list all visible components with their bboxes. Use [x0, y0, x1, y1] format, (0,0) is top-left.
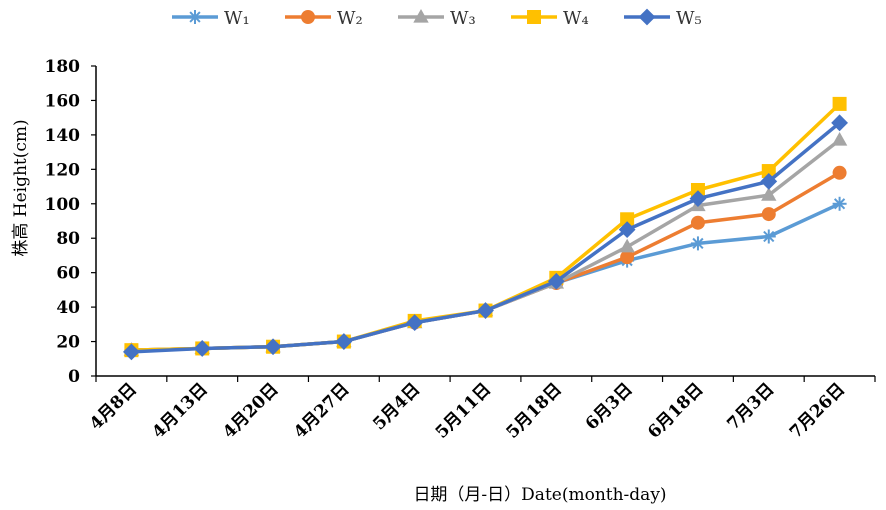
y-tick-label: 0: [68, 367, 80, 387]
data-point: [547, 272, 565, 290]
data-point: [832, 96, 847, 111]
y-tick-label: 140: [45, 126, 81, 146]
data-point: [760, 172, 778, 190]
data-point: [689, 190, 707, 208]
legend-item: W₂: [285, 8, 363, 29]
x-tick-label: 4月8日: [86, 379, 141, 434]
data-point: [690, 183, 705, 197]
x-tick-labels: 4月8日 4月13日 4月20日 4月27日 5月4日 5月11日 5月18日 6月3日 6月1…: [86, 379, 849, 442]
x-tick-label: 6月3日: [582, 379, 637, 434]
data-point: [831, 132, 848, 146]
data-point: [193, 340, 211, 357]
data-point: [761, 229, 776, 244]
data-point: [619, 238, 635, 253]
data-point: [335, 333, 353, 350]
data-point: [620, 250, 635, 265]
series-W₅: [123, 114, 848, 361]
x-tick-label: 7月26日: [786, 379, 849, 442]
data-point: [618, 221, 636, 239]
y-tick-label: 20: [56, 333, 80, 353]
data-point: [620, 212, 635, 227]
legend-label: W₄: [563, 8, 589, 29]
chart-legend: W₁ W₂ W₃ W₄ W₅: [172, 8, 702, 29]
data-point: [406, 314, 424, 332]
data-point: [761, 187, 777, 201]
y-tick-label: 180: [45, 57, 81, 77]
y-tick-label: 60: [56, 264, 80, 284]
data-point: [301, 10, 315, 24]
y-tick-label: 40: [56, 298, 80, 318]
x-tick-label: 4月13日: [148, 379, 211, 442]
y-tick-labels: 0 20 40 60 80 100 120 140 160 180: [45, 57, 81, 387]
chart-axes: [91, 65, 876, 382]
legend-label: W₅: [676, 8, 702, 29]
y-axis-label: 株高 Height(cm): [11, 119, 31, 256]
data-point: [832, 196, 847, 211]
data-point: [690, 215, 705, 230]
x-tick-label: 4月27日: [290, 379, 353, 442]
y-tick-label: 160: [45, 91, 81, 111]
data-point: [690, 236, 705, 251]
legend-label: W₃: [450, 8, 476, 29]
y-tick-label: 120: [45, 160, 81, 180]
data-point: [832, 165, 847, 180]
data-point: [761, 164, 776, 179]
x-tick-label: 4月20日: [219, 379, 282, 442]
data-point: [527, 10, 541, 24]
legend-item: W₃: [398, 8, 476, 29]
data-point: [188, 10, 202, 24]
x-tick-label: 7月3日: [723, 379, 778, 434]
data-point: [413, 8, 429, 23]
data-point: [761, 207, 776, 222]
x-tick-label: 5月4日: [369, 379, 424, 434]
data-point: [638, 8, 656, 26]
data-point: [123, 343, 140, 361]
legend-item: W₁: [172, 8, 250, 29]
data-point: [831, 114, 848, 132]
x-tick-label: 5月18日: [503, 379, 566, 442]
data-point: [264, 338, 282, 356]
y-tick-label: 100: [45, 195, 81, 215]
x-tick-label: 6月18日: [644, 379, 707, 442]
series-W₂: [124, 165, 847, 358]
series-W₁: [124, 196, 847, 358]
data-point: [477, 302, 494, 319]
x-axis-label: 日期（月-日）Date(month-day): [413, 485, 666, 505]
series-line: [131, 202, 841, 352]
legend-item: W₄: [511, 8, 589, 29]
series-W₃: [123, 132, 848, 356]
legend-label: W₁: [224, 8, 250, 29]
legend-label: W₂: [337, 8, 363, 29]
x-tick-label: 5月11日: [432, 379, 495, 442]
y-tick-label: 80: [56, 229, 80, 249]
legend-item: W₅: [624, 8, 702, 29]
chart-series: [123, 96, 848, 361]
